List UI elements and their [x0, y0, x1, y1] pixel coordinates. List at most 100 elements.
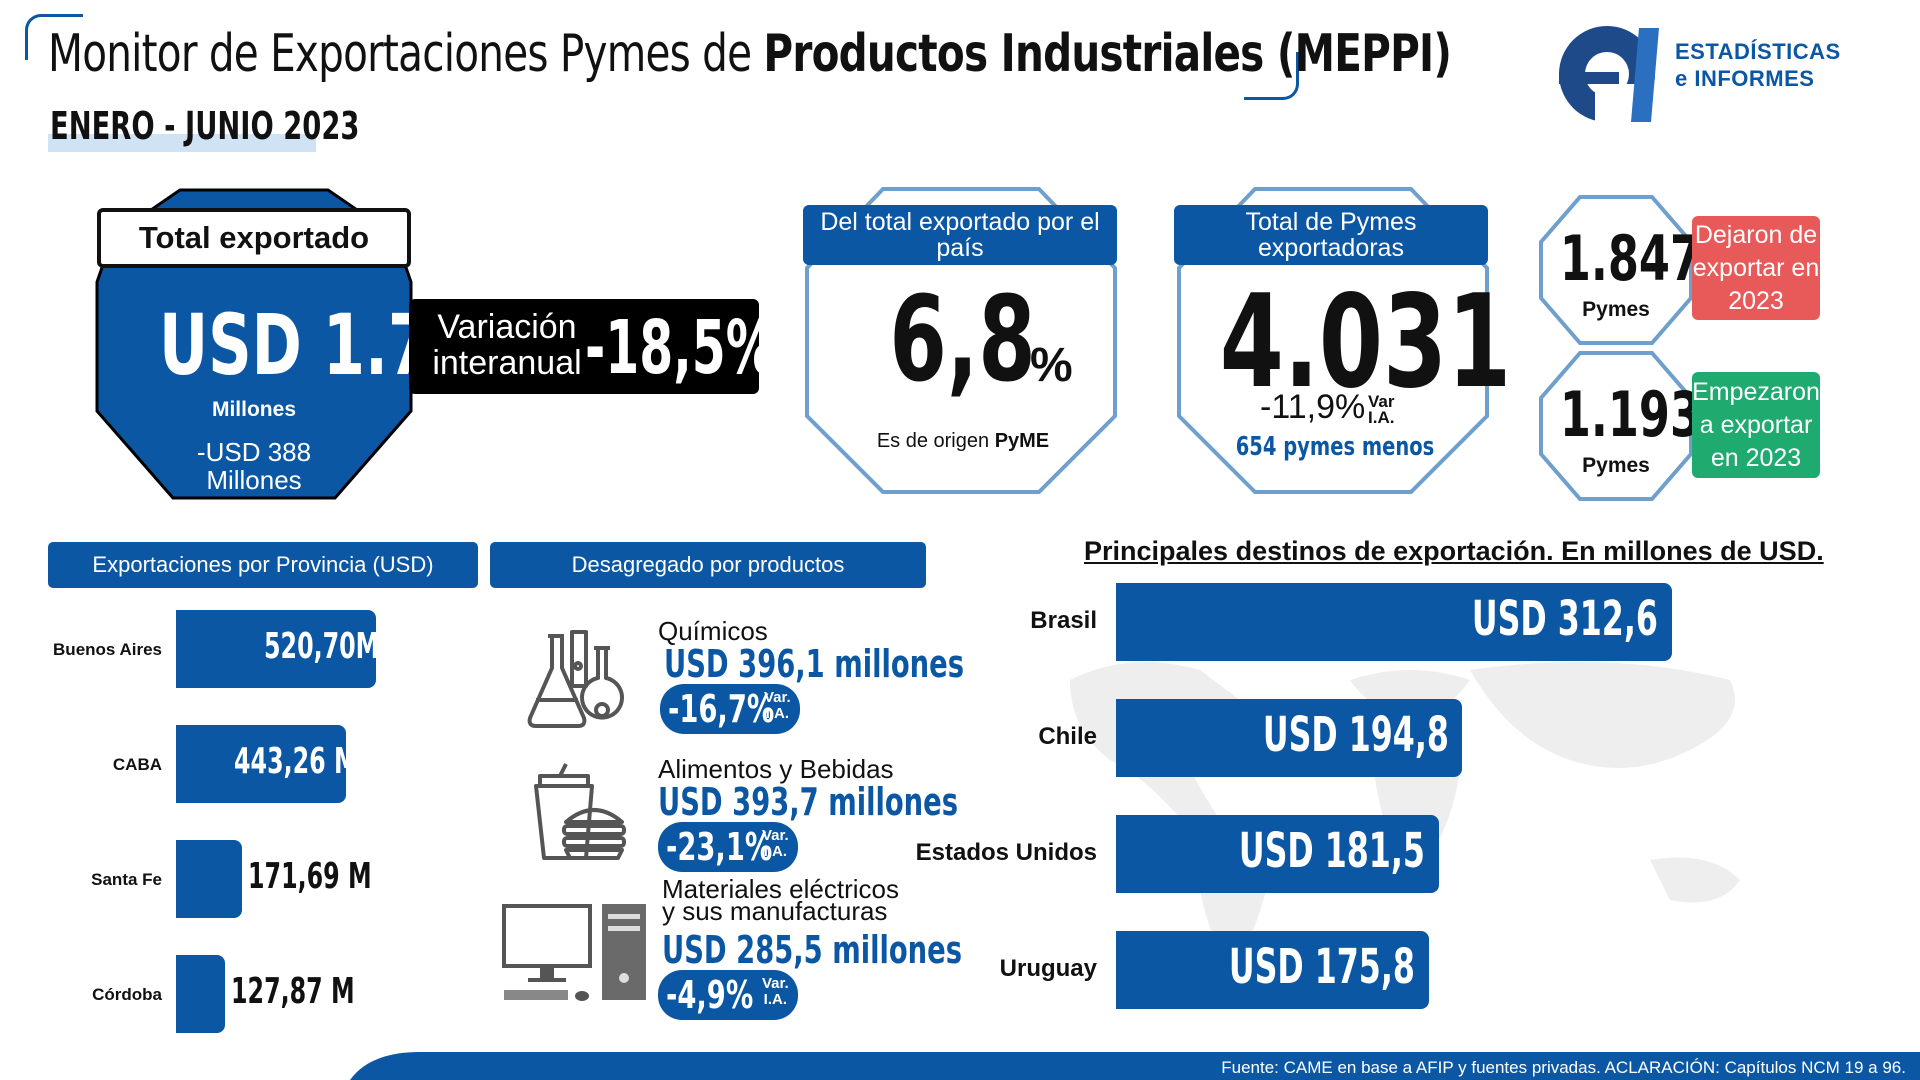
computer-icon — [502, 904, 646, 1001]
share-note-bold: PyME — [994, 430, 1050, 452]
product-name-electric-line-1: Materiales eléctricos — [662, 874, 899, 904]
product-var-tag-electric: Var. I.A. — [762, 976, 789, 1008]
interannual-variation-value: -18,5% — [585, 305, 775, 391]
product-name-electric-line-2: y sus manufacturas — [662, 896, 888, 926]
var-tag-line-2: I.A. — [1368, 408, 1395, 427]
var-tag-line-1: Var. — [762, 827, 789, 844]
total-diff-line-1: -USD 388 — [196, 437, 312, 467]
pymes-card-header: Total de Pymes exportadoras — [1174, 205, 1488, 265]
footer-source: Fuente: CAME en base a AFIP y fuentes pr… — [1221, 1058, 1906, 1077]
interannual-variation-label: Variación interanual — [417, 309, 597, 381]
total-exported-diff: -USD 388 Millones — [122, 438, 386, 494]
destination-label: Estados Unidos — [915, 839, 1097, 866]
product-value-food: USD 393,7 millones — [658, 780, 958, 824]
share-value: 6,8 — [803, 270, 1123, 408]
world-map-watermark-icon — [1070, 662, 1740, 970]
share-note: Es de origen PyME — [803, 430, 1123, 453]
logo-ei-icon: ei — [1559, 26, 1659, 126]
title-bracket-decoration — [25, 14, 83, 60]
province-bar — [176, 610, 376, 688]
product-var-tag-chemicals: Var. I.A. — [764, 690, 791, 722]
period-highlight — [48, 134, 316, 152]
destination-label: Uruguay — [999, 955, 1097, 982]
province-label: Santa Fe — [91, 870, 162, 889]
destinations-title: Principales destinos de exportación. En … — [1084, 536, 1824, 566]
share-note-text: Es de origen — [876, 430, 995, 452]
share-percent-sign: % — [1030, 339, 1073, 392]
logo-line-1: ESTADÍSTICAS — [1675, 39, 1841, 64]
province-value-label: 520,70M — [264, 626, 380, 667]
started-unit: Pymes — [1582, 454, 1650, 477]
var-label-line-1: Variación — [437, 308, 577, 346]
page-title: Monitor de Exportaciones Pymes de Produc… — [48, 24, 1452, 84]
product-var-chemicals: -16,7% — [668, 687, 775, 731]
food-drink-icon — [534, 763, 626, 860]
title-regular: Monitor de Exportaciones Pymes de — [48, 24, 764, 84]
product-value-electric: USD 285,5 millones — [662, 928, 962, 972]
title-bold: Productos Industriales (MEPPI) — [763, 24, 1452, 84]
total-exported-label: Total exportado — [97, 208, 411, 268]
destination-value-label: USD 181,5 — [1238, 823, 1425, 879]
started-octagon — [1539, 351, 1693, 501]
var-tag-line-2: I.A. — [763, 991, 788, 1008]
var-label-line-2: interanual — [432, 344, 582, 382]
province-label: Córdoba — [92, 985, 162, 1004]
started-tag: Empezaron a exportar en 2023 — [1692, 372, 1820, 478]
title-bracket-decoration — [1244, 52, 1299, 100]
destination-value-label: USD 312,6 — [1471, 591, 1658, 647]
destination-bar — [1116, 815, 1439, 893]
share-card-header: Del total exportado por el país — [803, 205, 1117, 265]
pymes-total-value: 4.031 — [1219, 268, 1512, 417]
province-bar — [176, 725, 347, 803]
province-label: CABA — [112, 755, 162, 774]
total-diff-line-2: Millones — [206, 465, 302, 495]
total-exported-value: USD 1.714 — [158, 296, 515, 394]
products-section-header: Desagregado por productos — [490, 542, 926, 588]
product-name-food: Alimentos y Bebidas — [658, 754, 894, 784]
interannual-variation-box: Variación interanual -18,5% — [409, 299, 775, 394]
period-label: ENERO - JUNIO 2023 — [50, 104, 360, 148]
province-label: Buenos Aires — [53, 640, 162, 659]
product-value-chemicals: USD 396,1 millones — [664, 642, 964, 686]
var-tag-line-1: Var. — [764, 689, 791, 706]
product-var-pill-food: -23,1% Var. I.A. — [658, 822, 798, 872]
province-section-header: Exportaciones por Provincia (USD) — [48, 542, 478, 588]
pymes-variation: -11,9% — [1260, 388, 1366, 426]
pymes-less-note: 654 pymes menos — [1235, 432, 1435, 462]
product-var-pill-chemicals: -16,7% Var. I.A. — [660, 684, 800, 734]
share-number: 6,8 — [889, 270, 1037, 408]
destination-label: Brasil — [1030, 607, 1097, 634]
province-value-label: 171,69 M — [247, 856, 372, 897]
province-bar — [176, 840, 242, 918]
product-var-electric: -4,9% — [666, 973, 754, 1017]
product-name-chemicals: Químicos — [658, 616, 768, 646]
province-bar — [176, 955, 226, 1033]
destination-bar — [1116, 583, 1672, 661]
destination-bar — [1116, 931, 1429, 1009]
total-exported-unit: Millones — [211, 398, 296, 421]
logo-line-2: e INFORMES — [1675, 66, 1815, 91]
product-name-electric: Materiales eléctricos y sus manufacturas — [662, 874, 899, 926]
product-var-pill-electric: -4,9% Var. I.A. — [658, 970, 798, 1020]
province-value-label: 127,87 M — [231, 971, 355, 1012]
province-value-label: 443,26 M — [234, 741, 358, 782]
pymes-variation-tag: Var I.A. — [1368, 392, 1395, 427]
stopped-value: 1.847 — [1559, 222, 1702, 295]
var-tag-line-2: I.A. — [763, 843, 788, 860]
destination-bar — [1116, 699, 1463, 777]
var-tag-line-2: I.A. — [765, 705, 790, 722]
stopped-tag: Dejaron de exportar en 2023 — [1692, 216, 1820, 320]
stopped-octagon — [1539, 195, 1693, 345]
product-var-food: -23,1% — [666, 825, 773, 869]
product-var-tag-food: Var. I.A. — [762, 828, 789, 860]
destination-value-label: USD 194,8 — [1262, 707, 1449, 763]
chemistry-flasks-icon — [527, 630, 624, 728]
started-value: 1.193 — [1559, 378, 1702, 451]
destination-label: Chile — [1038, 723, 1097, 750]
destination-value-label: USD 175,8 — [1228, 939, 1415, 995]
footer-band — [350, 1052, 1920, 1080]
var-tag-line-1: Var — [1368, 392, 1395, 411]
logo-text: ESTADÍSTICAS e INFORMES — [1675, 38, 1841, 92]
var-tag-line-1: Var. — [762, 975, 789, 992]
stopped-unit: Pymes — [1582, 298, 1650, 321]
